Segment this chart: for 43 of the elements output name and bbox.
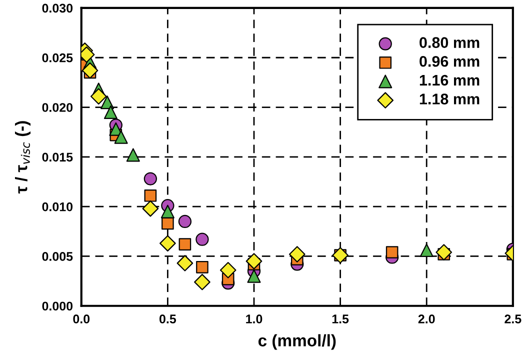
x-tick-label: 1.5 bbox=[332, 314, 349, 324]
point bbox=[436, 244, 452, 260]
x-tick-label: 2.0 bbox=[418, 314, 435, 324]
point bbox=[386, 246, 398, 258]
point bbox=[126, 148, 140, 162]
point bbox=[176, 255, 194, 272]
y-tick-label: 0.005 bbox=[42, 252, 73, 261]
point bbox=[288, 246, 306, 262]
y-tick-label: 0.010 bbox=[42, 202, 73, 212]
point bbox=[420, 244, 434, 258]
point bbox=[144, 190, 157, 202]
x-tick-label: 1.0 bbox=[246, 314, 262, 324]
point bbox=[162, 217, 174, 230]
legend-label: 1.18 mm bbox=[420, 94, 480, 104]
point bbox=[196, 232, 209, 246]
point bbox=[246, 253, 262, 270]
y-tick-label: 0.025 bbox=[42, 53, 73, 62]
y-tick-label: 0.000 bbox=[42, 302, 73, 311]
point bbox=[160, 204, 174, 218]
x-tick-label: 2.5 bbox=[504, 314, 522, 324]
legend-label: 0.80 mm bbox=[420, 37, 480, 48]
x-tick-label: 0.0 bbox=[73, 314, 90, 324]
x-tick-label: 0.5 bbox=[159, 314, 176, 324]
legend-label: 0.96 mm bbox=[420, 56, 480, 67]
legend-label: 1.16 mm bbox=[420, 74, 480, 86]
point bbox=[194, 274, 210, 290]
point bbox=[90, 88, 107, 105]
y-axis-title: τ / τ$_{visc}$ (-) bbox=[14, 121, 31, 194]
point bbox=[142, 200, 159, 217]
point bbox=[178, 214, 192, 228]
y-tick-label: 0.015 bbox=[42, 152, 73, 162]
point bbox=[220, 262, 236, 278]
point bbox=[178, 238, 192, 250]
y-tick-label: 0.030 bbox=[42, 4, 73, 13]
y-tick-label: 0.020 bbox=[42, 103, 73, 112]
point bbox=[196, 261, 208, 274]
point bbox=[247, 269, 261, 283]
point bbox=[144, 172, 157, 186]
point bbox=[114, 130, 128, 144]
point bbox=[82, 62, 98, 79]
point bbox=[104, 105, 118, 120]
x-axis-title: c (mmol/l) bbox=[258, 334, 336, 350]
point bbox=[160, 235, 176, 252]
